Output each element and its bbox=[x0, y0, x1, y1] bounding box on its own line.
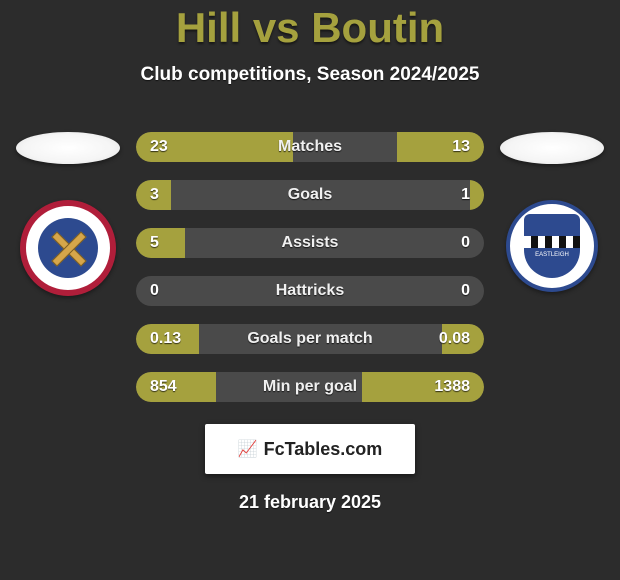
stat-right-value: 13 bbox=[438, 138, 484, 156]
snapshot-date: 21 february 2025 bbox=[0, 492, 620, 513]
stat-label: Hattricks bbox=[136, 282, 484, 300]
right-team-crest: EASTLEIGH bbox=[506, 200, 598, 292]
stat-right-value: 1388 bbox=[420, 378, 484, 396]
stat-row: 5 Assists 0 bbox=[136, 228, 484, 258]
left-player-column bbox=[8, 177, 128, 296]
stat-row: 0 Hattricks 0 bbox=[136, 276, 484, 306]
stat-right-value: 1 bbox=[447, 186, 484, 204]
page-title: Hill vs Boutin bbox=[0, 0, 620, 52]
stat-row: 3 Goals 1 bbox=[136, 180, 484, 210]
source-badge: 📈 FcTables.com bbox=[205, 424, 415, 474]
right-player-column: EASTLEIGH bbox=[492, 177, 612, 292]
stat-rows: 23 Matches 13 3 Goals 1 5 Assists 0 bbox=[136, 132, 484, 402]
right-avatar-placeholder bbox=[500, 132, 604, 164]
chart-icon: 📈 bbox=[238, 439, 258, 459]
comparison-card: Hill vs Boutin Club competitions, Season… bbox=[0, 0, 620, 580]
stat-right-value: 0 bbox=[447, 282, 484, 300]
stat-row: 0.13 Goals per match 0.08 bbox=[136, 324, 484, 354]
stat-row: 23 Matches 13 bbox=[136, 132, 484, 162]
stats-area: EASTLEIGH 23 Matches 13 3 Goals 1 bbox=[0, 132, 620, 402]
left-team-crest bbox=[20, 200, 116, 296]
source-site: FcTables.com bbox=[264, 439, 383, 460]
stat-right-value: 0 bbox=[447, 234, 484, 252]
stat-row: 854 Min per goal 1388 bbox=[136, 372, 484, 402]
stat-right-value: 0.08 bbox=[425, 330, 484, 348]
page-subtitle: Club competitions, Season 2024/2025 bbox=[0, 64, 620, 86]
left-avatar-placeholder bbox=[16, 132, 120, 164]
stat-label: Assists bbox=[136, 234, 484, 252]
stat-label: Matches bbox=[136, 138, 484, 156]
stat-label: Goals bbox=[136, 186, 484, 204]
